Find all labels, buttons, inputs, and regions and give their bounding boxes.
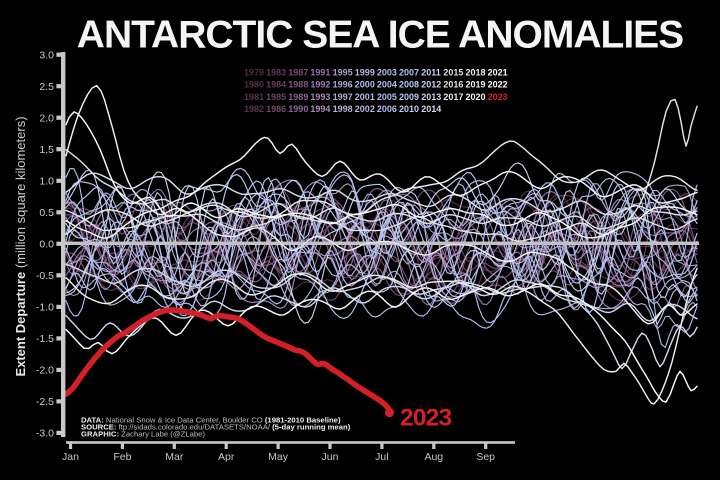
svg-text:2009: 2009 <box>399 92 419 102</box>
svg-text:2007: 2007 <box>399 68 419 78</box>
svg-text:2019: 2019 <box>466 80 486 90</box>
svg-text:1981: 1981 <box>244 92 264 102</box>
svg-text:2014: 2014 <box>421 104 441 114</box>
svg-text:2000: 2000 <box>355 80 375 90</box>
svg-text:2004: 2004 <box>377 80 397 90</box>
svg-text:1991: 1991 <box>310 68 330 78</box>
svg-text:1988: 1988 <box>288 80 308 90</box>
svg-text:2017: 2017 <box>443 92 463 102</box>
svg-text:-2.0: -2.0 <box>36 365 54 377</box>
svg-text:Sep: Sep <box>476 451 495 463</box>
svg-text:Aug: Aug <box>424 451 443 463</box>
svg-text:2.0: 2.0 <box>39 112 54 124</box>
svg-text:2020: 2020 <box>466 92 486 102</box>
svg-text:1986: 1986 <box>266 104 286 114</box>
svg-text:-1.5: -1.5 <box>36 333 54 345</box>
svg-text:1994: 1994 <box>310 104 330 114</box>
svg-text:1979: 1979 <box>244 68 264 78</box>
svg-text:1985: 1985 <box>266 92 286 102</box>
svg-text:1997: 1997 <box>333 92 353 102</box>
svg-text:2003: 2003 <box>377 68 397 78</box>
svg-text:May: May <box>268 451 289 463</box>
svg-text:Extent Departure (million squa: Extent Departure (million square kilomet… <box>13 116 28 376</box>
svg-text:1984: 1984 <box>266 80 286 90</box>
svg-text:1.0: 1.0 <box>39 175 54 187</box>
svg-text:1993: 1993 <box>310 92 330 102</box>
svg-text:1983: 1983 <box>266 68 286 78</box>
svg-text:Jul: Jul <box>375 451 388 463</box>
svg-text:1999: 1999 <box>355 68 375 78</box>
svg-text:2023: 2023 <box>488 92 508 102</box>
svg-text:1992: 1992 <box>310 80 330 90</box>
svg-text:1995: 1995 <box>333 68 353 78</box>
svg-text:2002: 2002 <box>355 104 375 114</box>
svg-text:0.0: 0.0 <box>39 238 54 250</box>
svg-text:2015: 2015 <box>443 68 463 78</box>
svg-text:-3.0: -3.0 <box>36 428 54 440</box>
svg-text:2.5: 2.5 <box>39 81 54 93</box>
svg-text:2008: 2008 <box>399 80 419 90</box>
svg-text:2010: 2010 <box>399 104 419 114</box>
svg-text:2001: 2001 <box>355 92 375 102</box>
svg-text:1987: 1987 <box>288 68 308 78</box>
svg-text:1989: 1989 <box>288 92 308 102</box>
svg-text:1980: 1980 <box>244 80 264 90</box>
svg-text:1998: 1998 <box>333 104 353 114</box>
svg-text:Feb: Feb <box>113 451 131 463</box>
svg-text:2016: 2016 <box>443 80 463 90</box>
svg-text:2011: 2011 <box>421 68 441 78</box>
svg-text:GRAPHIC: Zachary Labe (@ZLabe): GRAPHIC: Zachary Labe (@ZLabe) <box>81 430 205 439</box>
svg-text:2013: 2013 <box>421 92 441 102</box>
svg-text:Jun: Jun <box>322 451 339 463</box>
svg-text:DATA: National Snow & Ice Data: DATA: National Snow & Ice Data Center, B… <box>81 416 341 425</box>
svg-text:0.5: 0.5 <box>39 207 54 219</box>
svg-text:1990: 1990 <box>288 104 308 114</box>
svg-text:-1.0: -1.0 <box>36 302 54 314</box>
svg-text:1996: 1996 <box>333 80 353 90</box>
svg-text:2021: 2021 <box>488 68 508 78</box>
svg-text:1.5: 1.5 <box>39 144 54 156</box>
svg-text:Jan: Jan <box>62 451 79 463</box>
svg-text:2012: 2012 <box>421 80 441 90</box>
svg-text:SOURCE: ftp://sidads.colorado.: SOURCE: ftp://sidads.colorado.edu/DATASE… <box>81 423 351 432</box>
svg-text:-0.5: -0.5 <box>36 270 54 282</box>
svg-text:-2.5: -2.5 <box>36 396 54 408</box>
svg-text:2005: 2005 <box>377 92 397 102</box>
svg-text:2022: 2022 <box>488 80 508 90</box>
svg-text:ANTARCTIC SEA ICE ANOMALIES: ANTARCTIC SEA ICE ANOMALIES <box>77 13 683 56</box>
svg-text:2023: 2023 <box>400 405 451 432</box>
svg-text:2018: 2018 <box>466 68 486 78</box>
svg-text:Apr: Apr <box>218 451 235 463</box>
svg-text:3.0: 3.0 <box>39 49 54 61</box>
svg-text:Mar: Mar <box>165 451 184 463</box>
svg-text:1982: 1982 <box>244 104 264 114</box>
svg-text:2006: 2006 <box>377 104 397 114</box>
